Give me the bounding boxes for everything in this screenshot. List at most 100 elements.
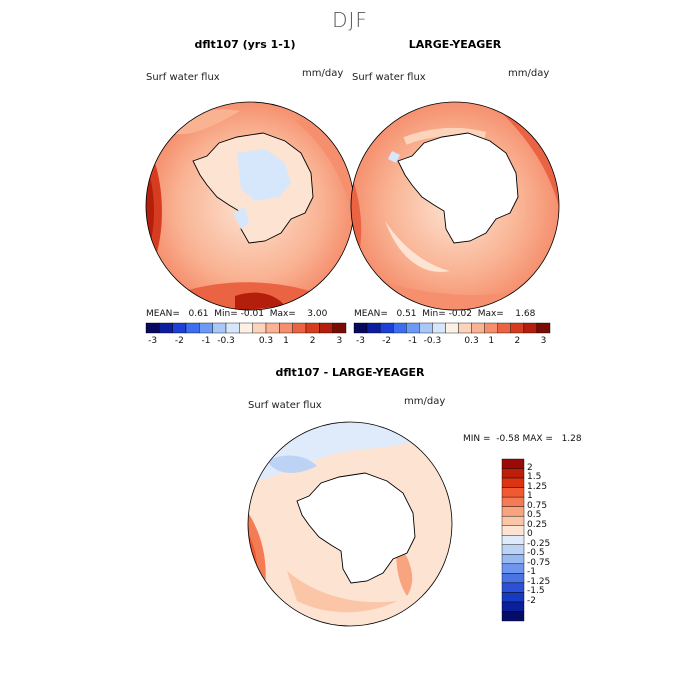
panel-3-colorbar-labels: 2 1.5 1.25 1 0.75 0.5 0.25 0 -0.25 -0.5 -0.75 -1 -1.… (527, 459, 587, 629)
colorbar-level-label: 1 (527, 491, 533, 502)
panel-1-max-label: Max= (269, 309, 296, 319)
panel-2-colorbar (353, 322, 551, 334)
colorbar-swatch (145, 322, 160, 334)
colorbar-level-label: 0.25 (527, 519, 548, 530)
colorbar-swatch (419, 322, 433, 334)
colorbar-swatch (265, 322, 280, 334)
panel-3-min-label: MIN = (463, 434, 491, 444)
colorbar-tick-label: -0.3 (423, 336, 442, 346)
panel-2-max-label: Max= (477, 309, 504, 319)
colorbar-swatch (501, 582, 525, 593)
colorbar-tick-label: -1 (201, 336, 211, 346)
colorbar-swatch (458, 322, 472, 334)
colorbar-swatch (353, 322, 368, 334)
colorbar-swatch (501, 592, 525, 603)
panel-2-colorbar-ticks: -3 -2 -1 -0.3 0.3 1 2 3 (354, 336, 550, 348)
colorbar-swatch (501, 487, 525, 498)
colorbar-tick-label: 3 (540, 336, 547, 346)
colorbar-tick-label: 2 (514, 336, 521, 346)
colorbar-swatch (366, 322, 381, 334)
colorbar-swatch (501, 458, 525, 469)
panel-3-stats: MIN = -0.58 MAX = 1.28 (463, 434, 582, 444)
panel-1-mean-value: 0.61 (188, 309, 209, 319)
colorbar-level-label: -2 (527, 595, 536, 606)
panel-2-units: mm/day (508, 68, 550, 79)
colorbar-swatch (501, 611, 525, 622)
colorbar-swatch (501, 573, 525, 584)
colorbar-swatch (501, 601, 525, 612)
colorbar-swatch (159, 322, 173, 334)
colorbar-swatch (172, 322, 187, 334)
colorbar-swatch (501, 468, 525, 479)
colorbar-swatch (471, 322, 485, 334)
colorbar-tick-label: 2 (309, 336, 316, 346)
panel-2-polar-map (350, 101, 560, 311)
colorbar-swatch (432, 322, 446, 334)
colorbar-swatch (319, 322, 333, 334)
panel-3-units: mm/day (404, 396, 446, 407)
panel-2-antarctica (397, 132, 519, 244)
colorbar-swatch (536, 322, 551, 334)
panel-2-max-value: 1.68 (515, 309, 536, 319)
colorbar-swatch (185, 322, 200, 334)
colorbar-swatch (501, 506, 525, 517)
panel-1-min-label: Min= (214, 309, 238, 319)
colorbar-swatch (393, 322, 407, 334)
colorbar-level-label: -0.5 (527, 548, 545, 559)
panel-1-title: dflt107 (yrs 1-1) (194, 38, 296, 51)
colorbar-swatch (501, 563, 525, 574)
panel-3-antarctica (296, 472, 416, 584)
colorbar-swatch (252, 322, 267, 334)
panel-3-min-value: -0.58 (496, 434, 520, 444)
panel-3-variable: Surf water flux (248, 400, 322, 411)
panel-1-stats: MEAN= 0.61 Min= -0.01 Max= 3.00 (146, 309, 327, 319)
colorbar-swatch (501, 515, 525, 526)
colorbar-tick-label: 0.3 (258, 336, 274, 346)
colorbar-level-label: 0 (527, 529, 533, 540)
panel-1-min-value: -0.01 (240, 309, 264, 319)
panel-2-variable: Surf water flux (352, 72, 426, 83)
panel-2-stats: MEAN= 0.51 Min= -0.02 Max= 1.68 (354, 309, 535, 319)
colorbar-swatch (406, 322, 420, 334)
panel-2-min-label: Min= (422, 309, 446, 319)
colorbar-level-label: -0.75 (527, 557, 551, 568)
colorbar-tick-label: -1 (408, 336, 418, 346)
colorbar-swatch (305, 322, 320, 334)
colorbar-swatch (225, 322, 240, 334)
colorbar-tick-label: -2 (382, 336, 392, 346)
colorbar-tick-label: -3 (356, 336, 366, 346)
colorbar-level-label: -0.25 (527, 538, 551, 549)
panel-1-max-value: 3.00 (307, 309, 328, 319)
panel-2-min-value: -0.02 (448, 309, 472, 319)
colorbar-tick-label: 1 (283, 336, 289, 346)
panel-3-max-value: 1.28 (561, 434, 582, 444)
colorbar-swatch (523, 322, 538, 334)
panel-2-mean-label: MEAN= (354, 309, 388, 319)
colorbar-level-label: 0.75 (527, 500, 548, 511)
colorbar-tick-label: -2 (174, 336, 184, 346)
panel-1-mean-label: MEAN= (146, 309, 180, 319)
panel-1-colorbar (145, 322, 347, 334)
panel-3-title: dflt107 - LARGE-YEAGER (275, 366, 425, 379)
colorbar-tick-label: -0.3 (217, 336, 235, 346)
colorbar-swatch (332, 322, 347, 334)
colorbar-swatch (501, 535, 525, 545)
colorbar-swatch (501, 496, 525, 507)
colorbar-level-label: -1 (527, 567, 536, 578)
colorbar-swatch (445, 322, 459, 334)
panel-3-colorbar (501, 458, 525, 622)
colorbar-swatch (501, 554, 525, 565)
colorbar-swatch (292, 322, 307, 334)
colorbar-swatch (484, 322, 498, 334)
colorbar-swatch (501, 525, 525, 536)
colorbar-level-label: 1.5 (527, 472, 542, 483)
colorbar-swatch (510, 322, 525, 334)
season-title: DJF (332, 8, 368, 32)
colorbar-swatch (279, 322, 293, 334)
panel-2-title: LARGE-YEAGER (408, 38, 502, 51)
colorbar-tick-label: 3 (336, 336, 343, 346)
colorbar-swatch (379, 322, 394, 334)
colorbar-tick-label: -3 (148, 336, 158, 346)
colorbar-level-label: 2 (527, 462, 533, 473)
panel-1-polar-map (145, 101, 355, 311)
